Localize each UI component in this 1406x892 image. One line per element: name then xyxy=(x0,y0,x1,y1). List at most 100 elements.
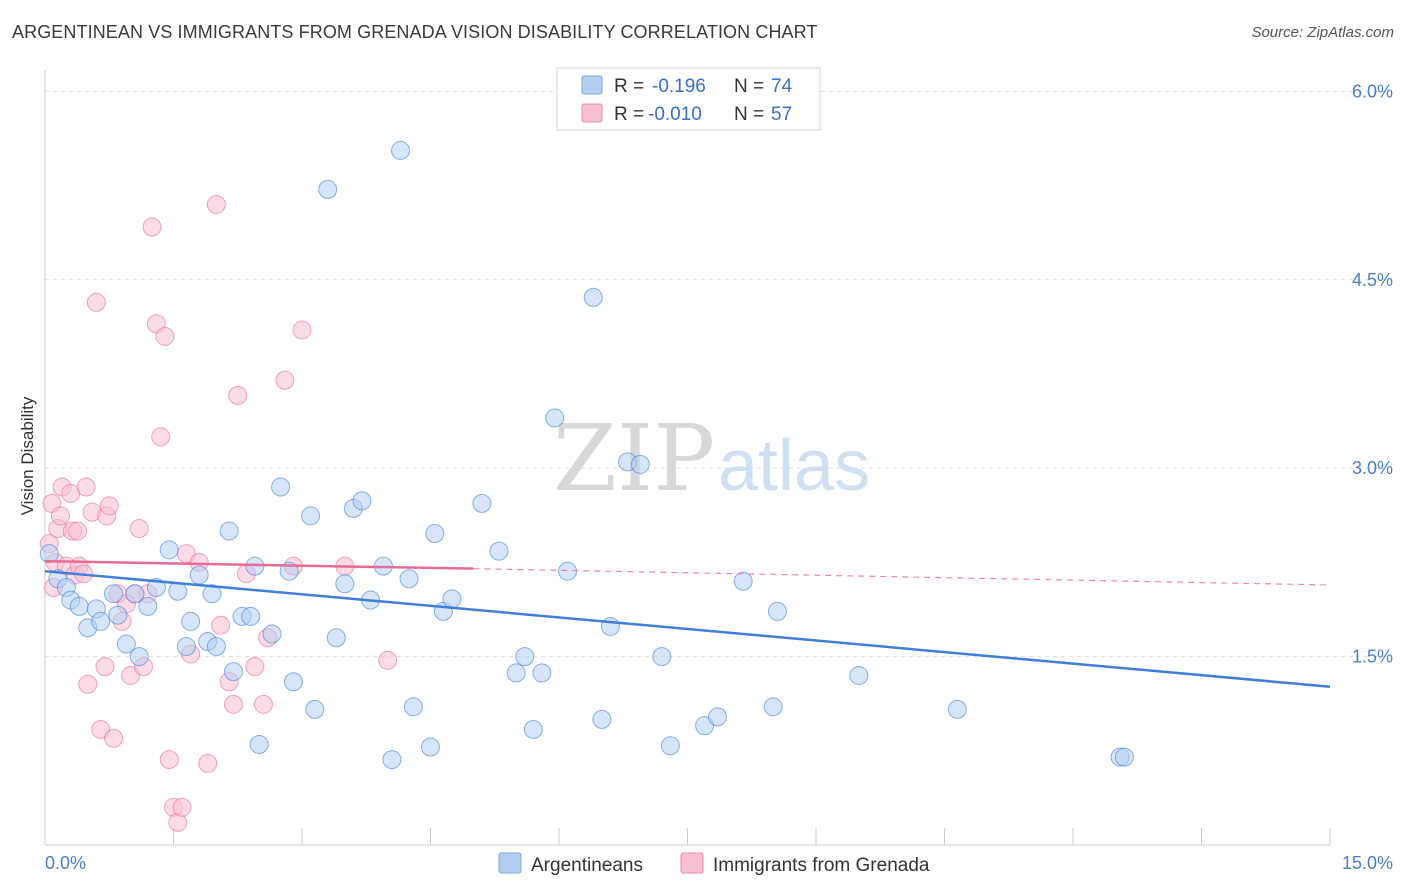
argentineans-point-63 xyxy=(652,647,672,667)
legend-n-label-1: N = xyxy=(734,76,764,97)
argentineans-point-33 xyxy=(301,506,321,526)
argentineans-point-15 xyxy=(159,540,179,560)
grenada-point-56 xyxy=(378,650,398,670)
argentineans-point-43 xyxy=(391,140,411,160)
y-tick-label-0: 1.5% xyxy=(1352,647,1393,667)
grenada-point-49 xyxy=(245,657,265,677)
argentineans-point-4 xyxy=(69,596,89,616)
argentineans-point-51 xyxy=(489,541,509,561)
legend-r-value-2: -0.010 xyxy=(648,104,702,125)
argentineans-point-44 xyxy=(399,569,419,589)
argentineans-point-22 xyxy=(206,637,226,657)
series-grenada-points xyxy=(39,194,398,832)
argentineans-point-56 xyxy=(545,408,565,428)
argentineans-point-32 xyxy=(283,672,303,692)
argentineans-point-67 xyxy=(733,571,753,591)
legend-r-label-1: R = xyxy=(614,76,644,97)
argentineans-point-24 xyxy=(223,662,243,682)
argentineans-point-9 xyxy=(108,605,128,625)
y-axis-tick-labels: 1.5% 3.0% 4.5% 6.0% xyxy=(1352,81,1393,666)
grenada-point-50 xyxy=(253,694,273,714)
argentineans-point-42 xyxy=(382,750,402,770)
y-axis-label: Vision Disability xyxy=(18,396,37,515)
grenada-point-5 xyxy=(50,506,70,526)
argentineans-point-30 xyxy=(271,477,291,497)
legend-r-label-2: R = xyxy=(614,104,644,125)
x-axis-ticks xyxy=(44,828,1331,845)
argentineans-point-66 xyxy=(707,707,727,727)
argentineans-point-0 xyxy=(39,544,59,564)
grenada-point-22 xyxy=(104,728,124,748)
legend-swatch-grenada xyxy=(581,103,603,123)
argentineans-point-49 xyxy=(442,589,462,609)
trend-line-grenada-extension xyxy=(473,568,1331,586)
legend-swatch-argentineans xyxy=(581,75,603,95)
argentineans-point-10 xyxy=(116,634,136,654)
grenada-point-46 xyxy=(223,694,243,714)
grenada-point-11 xyxy=(68,521,88,541)
argentineans-point-39 xyxy=(352,491,372,511)
argentineans-point-21 xyxy=(202,584,222,604)
x-tick-label-max: 15.0% xyxy=(1342,853,1393,873)
grenada-point-31 xyxy=(142,217,162,237)
trend-line-argentineans xyxy=(44,569,1331,688)
argentineans-point-55 xyxy=(532,663,552,683)
watermark: ZIP atlas xyxy=(553,405,870,512)
argentineans-point-52 xyxy=(506,663,526,683)
grenada-point-44 xyxy=(211,615,231,635)
argentineans-point-8 xyxy=(104,584,124,604)
grenada-point-42 xyxy=(198,753,218,773)
series-legend: Argentineans Immigrants from Grenada xyxy=(498,852,930,876)
trend-lines xyxy=(44,559,1331,688)
source-label: Source: ZipAtlas.com xyxy=(1251,24,1394,41)
argentineans-point-23 xyxy=(219,521,239,541)
grenada-point-14 xyxy=(76,477,96,497)
legend-swatch-bottom-argentineans xyxy=(498,852,522,874)
argentineans-point-29 xyxy=(262,624,282,644)
legend-n-value-1: 74 xyxy=(771,76,793,97)
trend-line-grenada xyxy=(44,559,474,570)
argentineans-point-17 xyxy=(176,637,196,657)
x-tick-label-min: 0.0% xyxy=(45,853,86,873)
argentineans-point-70 xyxy=(849,665,869,685)
argentineans-point-13 xyxy=(138,596,158,616)
argentineans-point-12 xyxy=(129,647,149,667)
grenada-point-38 xyxy=(172,797,192,817)
legend-r-value-1: -0.196 xyxy=(652,76,706,97)
grenada-point-21 xyxy=(99,496,119,516)
y-tick-label-3: 6.0% xyxy=(1352,81,1393,101)
legend-swatch-bottom-grenada xyxy=(680,852,704,874)
argentineans-point-35 xyxy=(318,179,338,199)
argentineans-point-47 xyxy=(425,524,445,544)
argentineans-point-71 xyxy=(947,699,967,719)
grenada-point-54 xyxy=(292,320,312,340)
grenada-point-33 xyxy=(151,427,171,447)
argentineans-point-53 xyxy=(515,647,535,667)
argentineans-point-7 xyxy=(91,611,111,631)
argentineans-point-73 xyxy=(1114,747,1134,767)
stats-legend: R = -0.196 N = 74 R = -0.010 N = 57 xyxy=(556,67,821,131)
argentineans-point-18 xyxy=(181,611,201,631)
grenada-point-35 xyxy=(159,750,179,770)
argentineans-point-50 xyxy=(472,493,492,513)
argentineans-point-59 xyxy=(592,709,612,729)
grenada-point-52 xyxy=(275,370,295,390)
argentineans-point-45 xyxy=(403,697,423,717)
argentineans-point-28 xyxy=(249,735,269,755)
grenada-point-15 xyxy=(78,674,98,694)
argentineans-point-34 xyxy=(305,699,325,719)
legend-n-label-2: N = xyxy=(734,104,764,125)
grenada-point-47 xyxy=(228,385,248,405)
chart-title: ARGENTINEAN VS IMMIGRANTS FROM GRENADA V… xyxy=(12,22,818,42)
argentineans-point-54 xyxy=(523,719,543,739)
argentineans-point-37 xyxy=(335,574,355,594)
grenada-point-28 xyxy=(129,518,149,538)
grenada-point-43 xyxy=(206,194,226,214)
gridlines xyxy=(45,90,1390,658)
argentineans-point-64 xyxy=(660,736,680,756)
argentineans-point-46 xyxy=(421,737,440,757)
argentineans-point-36 xyxy=(326,628,346,648)
argentineans-point-14 xyxy=(146,578,166,598)
grenada-point-17 xyxy=(86,292,106,312)
argentineans-point-19 xyxy=(189,565,209,585)
